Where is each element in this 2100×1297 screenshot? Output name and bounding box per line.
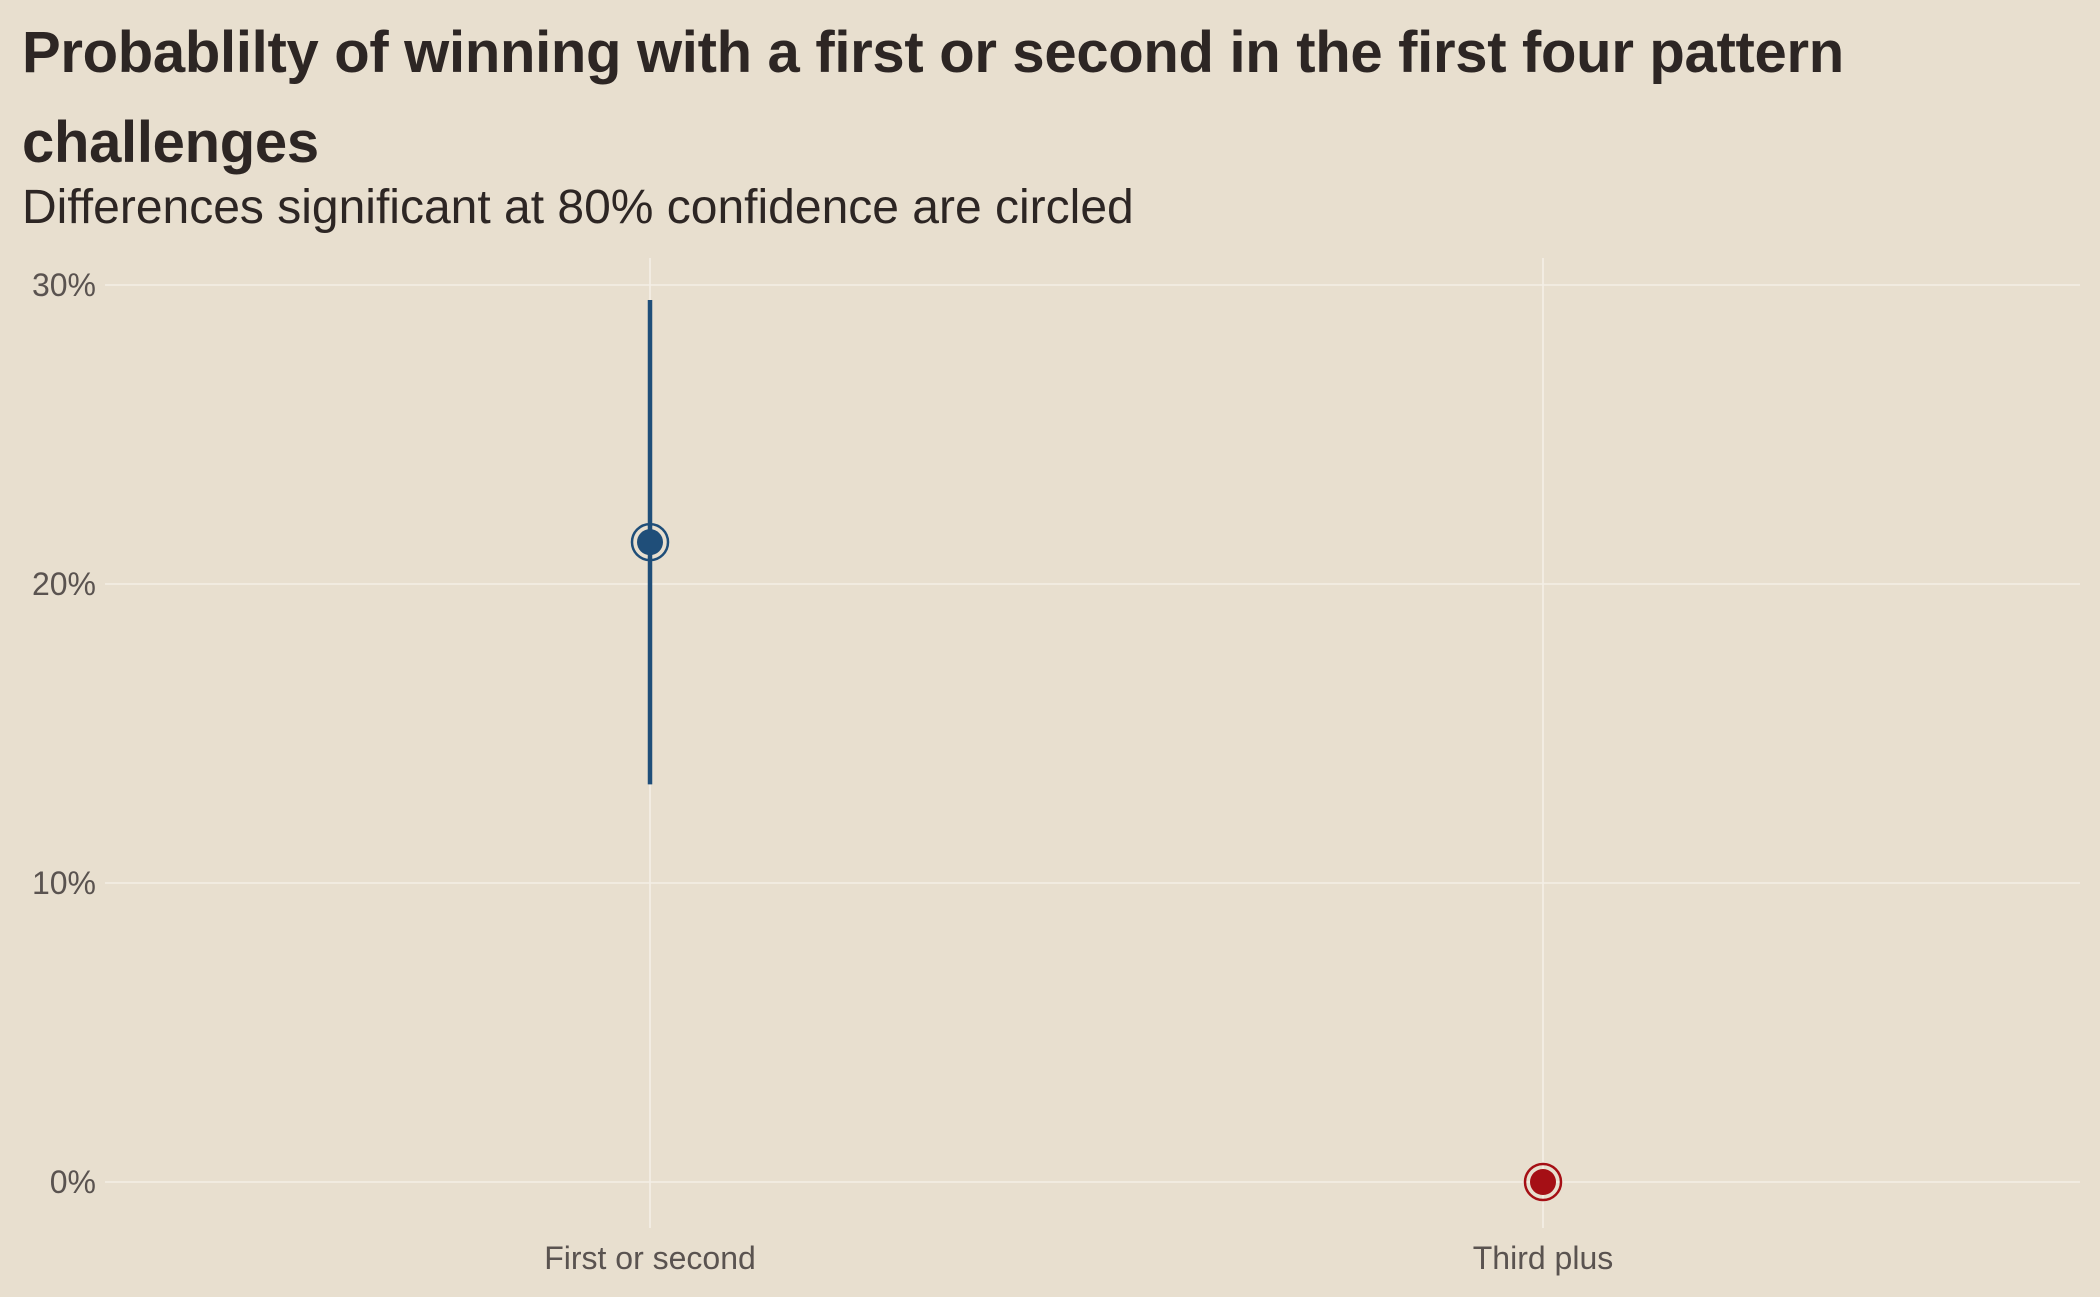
- significance-ring: [630, 522, 670, 562]
- y-tick-label: 30%: [32, 267, 96, 303]
- y-tick-label: 10%: [32, 865, 96, 901]
- significance-ring: [1523, 1162, 1563, 1202]
- x-tick-label: First or second: [544, 1240, 756, 1276]
- x-tick-label: Third plus: [1473, 1240, 1614, 1276]
- y-axis: 0% 10% 20% 30%: [32, 267, 96, 1200]
- data-marks: [630, 299, 1563, 1202]
- chart-title: Probablilty of winning with a first or s…: [22, 20, 1844, 175]
- x-axis: First or second Third plus: [544, 1240, 1613, 1276]
- estimate-point: [637, 529, 663, 556]
- grid-layer: [105, 258, 2080, 1228]
- y-tick-label: 20%: [32, 566, 96, 602]
- y-tick-label: 0%: [50, 1164, 96, 1200]
- chart-subtitle: Differences significant at 80% confidenc…: [22, 181, 1134, 234]
- estimate-point: [1530, 1169, 1556, 1195]
